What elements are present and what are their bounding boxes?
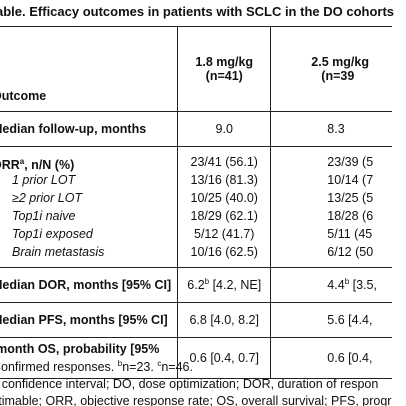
orr-label: ORRa, n/N (%): [0, 153, 171, 173]
row-pfs-v1: 6.8 [4.0, 8.2]: [177, 302, 272, 338]
orr-sub-v2: 18/28 (6: [327, 209, 374, 223]
orr-sub-v1: 18/29 (62.1): [190, 209, 258, 223]
row-orr: ORRa, n/N (%) 1 prior LOT ≥2 prior LOT T…: [0, 146, 392, 268]
row-followup-v1: 9.0: [177, 111, 272, 147]
row-os-v2: 0.6 [0.4,: [270, 337, 392, 379]
orr-label-sup: a: [19, 157, 25, 166]
table-title: able. Efficacy outcomes in patients with…: [0, 4, 395, 19]
footnote-c-sup: c: [157, 359, 162, 368]
header-dose-1-8: 1.8 mg/kg (n=41): [177, 26, 272, 112]
dor-v2-rest: [3.5,: [349, 278, 377, 293]
row-followup-label: Median follow-up, months: [0, 111, 179, 147]
row-dor-v2: 4.4b [3.5,: [270, 267, 392, 303]
orr-sub-label: Brain metastasis: [12, 245, 105, 259]
orr-sub-v2: 6/12 (50: [327, 245, 374, 259]
header-dose-1-8-n: (n=41): [205, 69, 243, 83]
orr-v2: 23/39 (5: [327, 155, 374, 169]
efficacy-table: Outcome 1.8 mg/kg (n=41) 2.5 mg/kg (n=39…: [0, 26, 392, 379]
orr-sub-v1: 10/16 (62.5): [190, 245, 258, 259]
dor-v2-sup: b: [344, 277, 350, 287]
row-pfs-v2: 5.6 [4.4,: [270, 302, 392, 338]
header-dose-2-5-n: (n=39: [321, 69, 355, 83]
row-dor-label: Median DOR, months [95% CI]: [0, 267, 179, 303]
os-label-line1: -month OS, probability [95%: [0, 342, 160, 356]
row-os-label: -month OS, probability [95% l]: [0, 337, 179, 379]
row-followup-v2: 8.3: [270, 111, 392, 147]
row-os-v1: 0.6 [0.4, 0.7]: [177, 337, 272, 379]
row-os: -month OS, probability [95% l] 0.6 [0.4,…: [0, 337, 392, 379]
footnote-line-3: stimable; ORR, objective response rate; …: [0, 394, 392, 406]
dor-v1-rest: [4.2, NE]: [209, 278, 262, 293]
orr-sub-v2: 5/11 (45: [327, 227, 373, 241]
header-dose-2-5-label: 2.5 mg/kg: [311, 55, 369, 69]
orr-sub-label: ≥2 prior LOT: [12, 191, 83, 205]
footnote-b: n=23.: [122, 360, 158, 375]
row-followup: Median follow-up, months 9.0 8.3: [0, 111, 392, 147]
orr-sub-label: Top1i exposed: [12, 227, 93, 241]
row-dor-v1: 6.2b [4.2, NE]: [177, 267, 272, 303]
table-header-row: Outcome 1.8 mg/kg (n=41) 2.5 mg/kg (n=39: [0, 26, 392, 112]
header-dose-1-8-label: 1.8 mg/kg: [195, 55, 254, 69]
row-orr-v2: 23/39 (5 10/14 (7 13/25 (5 18/28 (6 5/11…: [270, 146, 392, 268]
footnote-a: Confirmed responses.: [0, 360, 118, 375]
orr-sub-v1: 10/25 (40.0): [190, 191, 258, 205]
footnote-line-1: Confirmed responses. bn=23. cn=46.: [0, 355, 391, 376]
row-pfs: Median PFS, months [95% CI] 6.8 [4.0, 8.…: [0, 302, 392, 338]
orr-sub-v2: 13/25 (5: [327, 191, 374, 205]
footnote-c: n=46.: [161, 360, 193, 375]
footnote-b-sup: b: [117, 359, 123, 368]
row-orr-v1: 23/41 (56.1) 13/16 (81.3) 10/25 (40.0) 1…: [177, 146, 272, 268]
dor-v1-sup: b: [204, 277, 210, 287]
footnotes: Confirmed responses. bn=23. cn=46. l, co…: [0, 355, 391, 406]
orr-sub-label: Top1i naive: [12, 209, 76, 223]
row-dor: Median DOR, months [95% CI] 6.2b [4.2, N…: [0, 267, 392, 303]
orr-sub-v1: 13/16 (81.3): [190, 173, 258, 187]
row-pfs-label: Median PFS, months [95% CI]: [0, 302, 179, 338]
dor-v2-main: 4.4: [327, 278, 345, 293]
row-orr-labels: ORRa, n/N (%) 1 prior LOT ≥2 prior LOT T…: [0, 146, 179, 268]
dor-v1-main: 6.2: [187, 278, 205, 293]
orr-sub-label: 1 prior LOT: [12, 173, 76, 187]
footnote-line-2: l, confidence interval; DO, dose optimiz…: [0, 377, 379, 392]
header-dose-2-5: 2.5 mg/kg (n=39: [270, 26, 392, 112]
orr-v1: 23/41 (56.1): [190, 155, 258, 169]
orr-label-text: ORR: [0, 158, 20, 173]
orr-sub-v1: 5/12 (41.7): [194, 227, 255, 241]
orr-sub-v2: 10/14 (7: [327, 173, 374, 187]
header-outcome: Outcome: [0, 26, 179, 112]
orr-label-rest: , n/N (%): [24, 158, 75, 173]
